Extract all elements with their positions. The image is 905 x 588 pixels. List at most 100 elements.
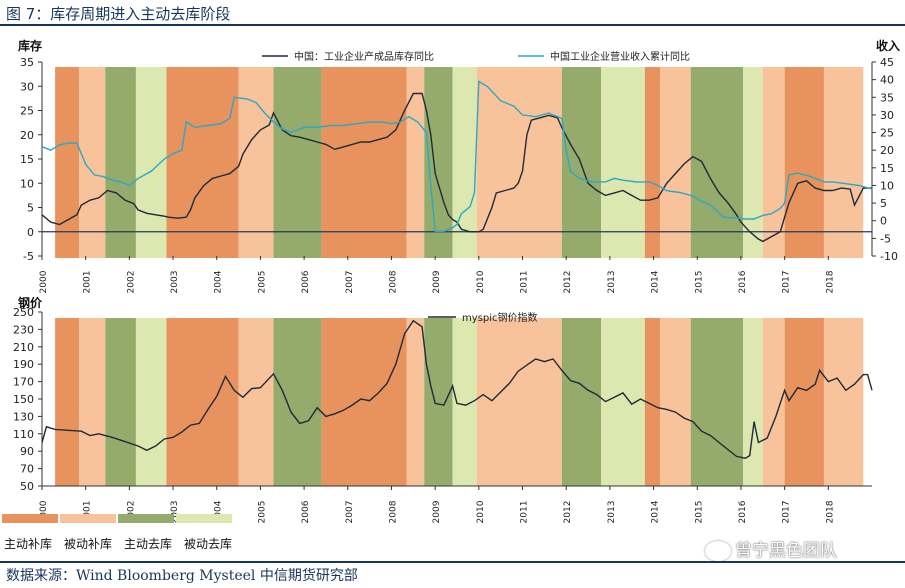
legend-bottom: myspic钢价指数: [428, 311, 538, 324]
phase-legend-swatch-passive_destock: [176, 514, 232, 523]
bottom-x-tick-label: 2016: [738, 500, 748, 523]
phase-legend-label-active_restock: 主动补库: [4, 536, 52, 551]
phase-band-bottom-1: [79, 318, 106, 486]
phase-band-bottom-6: [273, 318, 322, 486]
phase-band-top-13: [601, 67, 645, 258]
bottom-left-tick-label: 110: [13, 428, 34, 441]
bottom-x-tick-label: 2009: [432, 500, 442, 523]
phase-band-bottom-20: [823, 318, 864, 486]
bottom-left-tick-label: 70: [20, 463, 34, 476]
bottom-x-tick-label: 2007: [345, 501, 355, 524]
phase-legend-swatch-passive_restock: [60, 514, 116, 523]
phase-legend-label-passive_destock: 被动去库: [184, 536, 232, 551]
phase-legend-label-active_destock: 主动去库: [124, 536, 172, 551]
top-x-tick-label: 2007: [345, 271, 355, 294]
top-right-tick-label: 5: [880, 197, 887, 210]
phase-band-bottom-3: [135, 318, 167, 486]
inventory-cycle-chart: -5 0 5 10 15 20 25 30 35 -10 -5 0 5 10 15 20 25 30 35 40 45 库…: [2, 38, 900, 551]
top-right-tick-label: 0: [880, 215, 887, 228]
top-left-tick-label: 5: [27, 202, 34, 215]
phase-bands-top: [55, 67, 864, 258]
phase-band-top-1: [79, 67, 106, 258]
bottom-left-tick-label: 190: [13, 358, 34, 371]
phase-band-bottom-19: [784, 318, 824, 486]
top-left-tick-label: 25: [20, 105, 34, 118]
source-note: 数据来源：Wind Bloomberg Mysteel 中信期货研究部: [6, 568, 358, 584]
top-right-axis-title: 收入: [876, 38, 900, 53]
bottom-left-tick-label: 230: [13, 323, 34, 336]
series-line-top-1: [41, 80, 873, 232]
top-x-tick-label: 2018: [825, 270, 835, 293]
top-left-axis-title: 库存: [18, 38, 42, 53]
bottom-left-tick-label: 130: [13, 410, 34, 423]
top-right-tick-label: 15: [880, 162, 894, 175]
top-left-tick-label: 15: [20, 153, 34, 166]
bottom-x-tick-label: 2011: [520, 501, 530, 524]
phase-band-bottom-15: [660, 318, 691, 486]
phase-band-top-3: [135, 67, 167, 258]
bottom-left-tick-label: 170: [13, 376, 34, 389]
phase-band-top-6: [273, 67, 322, 258]
phase-band-top-17: [743, 67, 763, 258]
phase-band-top-7: [321, 67, 407, 258]
phase-band-top-0: [55, 67, 80, 258]
top-right-tick-label: -10: [880, 250, 898, 263]
phase-band-bottom-0: [55, 318, 80, 486]
phase-band-top-5: [238, 67, 274, 258]
phase-legend-label-passive_restock: 被动补库: [64, 536, 112, 551]
phase-band-top-4: [166, 67, 239, 258]
top-x-tick-label: 2015: [694, 271, 704, 294]
top-left-tick-label: 20: [20, 129, 34, 142]
top-left-tick-label: 0: [27, 226, 34, 239]
phase-band-bottom-12: [561, 318, 602, 486]
bottom-x-tick-label: 2004: [214, 500, 224, 523]
series-top: [41, 80, 873, 243]
series-line-bottom-0: [41, 319, 873, 459]
figure-title: 图 7：库存周期进入主动去库阶段: [6, 5, 231, 23]
phase-band-bottom-2: [105, 318, 136, 486]
chat-bubble-icon: [705, 541, 731, 561]
top-left-tick-label: 30: [20, 80, 34, 93]
bottom-left-tick-label: 50: [20, 480, 34, 493]
phase-band-top-16: [690, 67, 744, 258]
phase-band-bottom-11: [476, 318, 562, 486]
series-line-top-0: [41, 92, 872, 243]
bottom-x-tick-label: 2008: [388, 500, 398, 523]
top-x-tick-label: 2002: [126, 271, 136, 294]
phase-band-bottom-18: [762, 318, 785, 486]
phase-band-top-11: [476, 67, 562, 258]
phase-band-top-19: [784, 67, 824, 258]
top-right-tick-label: 40: [880, 74, 894, 87]
top-right-tick-label: 30: [880, 109, 894, 122]
top-x-tick-label: 2003: [170, 271, 180, 294]
top-right-tick-label: 35: [880, 91, 894, 104]
watermark: 曾宁黑色团队: [705, 536, 837, 561]
top-right-tick-label: -5: [880, 232, 891, 245]
phase-band-top-12: [561, 67, 602, 258]
phase-legend-swatch-active_restock: [2, 514, 58, 523]
legend-label-bottom-0: myspic钢价指数: [462, 311, 538, 324]
top-right-tick-label: 25: [880, 127, 894, 140]
phase-band-bottom-4: [166, 318, 239, 486]
phase-legend: 主动补库 被动补库 主动去库 被动去库: [2, 514, 232, 551]
bottom-axis-title: 钢价: [18, 295, 43, 310]
top-x-tick-label: 2010: [476, 270, 486, 293]
top-x-tick-label: 2006: [301, 270, 311, 293]
bottom-x-tick-label: 2017: [782, 501, 792, 524]
phase-band-bottom-9: [424, 318, 453, 486]
phase-band-bottom-7: [321, 318, 407, 486]
top-x-tick-label: 2004: [214, 270, 224, 293]
bottom-x-tick-label: 2014: [651, 500, 661, 523]
bottom-left-tick-label: 210: [13, 341, 34, 354]
top-x-tick-label: 2011: [520, 271, 530, 294]
top-x-tick-label: 2008: [388, 270, 398, 293]
top-x-tick-label: 2017: [782, 271, 792, 294]
bottom-x-tick-label: 2013: [607, 501, 617, 524]
top-x-tick-label: 2009: [432, 270, 442, 293]
phase-legend-swatch-active_destock: [118, 514, 174, 523]
bottom-x-tick-label: 2000: [39, 500, 49, 523]
axes-top: -5 0 5 10 15 20 25 30 35 -10 -5 0 5 10 15 20 25 30 35 40 45 库…: [18, 38, 900, 293]
top-x-tick-label: 2005: [257, 271, 267, 294]
phase-band-top-2: [105, 67, 136, 258]
bottom-x-tick-label: 2001: [83, 501, 93, 524]
